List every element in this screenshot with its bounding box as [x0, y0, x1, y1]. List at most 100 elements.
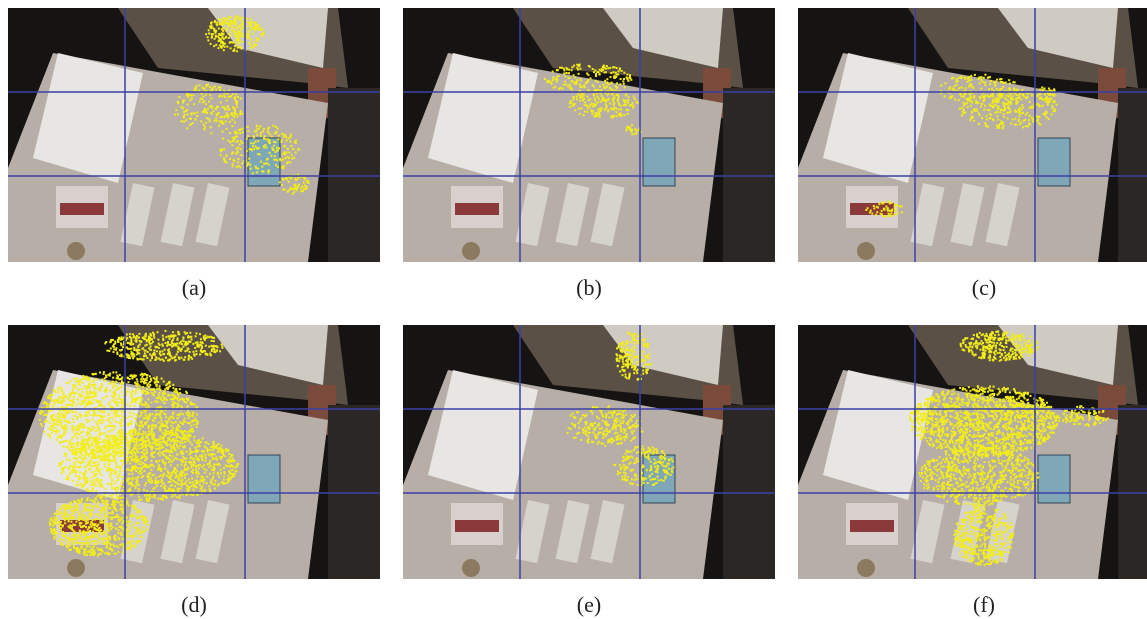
gaze-point [226, 112, 228, 114]
gaze-point [141, 433, 143, 435]
gaze-point [170, 464, 172, 466]
gaze-point [179, 484, 181, 486]
gaze-point [177, 476, 179, 478]
gaze-point [963, 96, 965, 98]
gaze-point [92, 380, 94, 382]
gaze-point [288, 137, 290, 139]
gaze-point [228, 37, 230, 39]
gaze-point [209, 94, 211, 96]
gaze-point [97, 456, 99, 458]
gaze-point [139, 448, 141, 450]
gaze-point [186, 405, 188, 407]
gaze-point [175, 335, 177, 337]
gaze-point [136, 437, 138, 439]
gaze-point [80, 547, 82, 549]
gaze-point [156, 401, 158, 403]
gaze-point [120, 485, 122, 487]
gaze-point [216, 114, 218, 116]
gaze-point [126, 354, 128, 356]
gaze-point [223, 20, 225, 22]
gaze-point [596, 113, 598, 115]
gaze-point [97, 479, 99, 481]
gaze-point [163, 353, 165, 355]
gaze-point [153, 389, 155, 391]
gaze-point [183, 99, 185, 101]
gaze-point [142, 337, 144, 339]
gaze-point [607, 67, 609, 69]
gaze-point [195, 420, 197, 422]
gaze-point [252, 145, 254, 147]
gaze-point [120, 386, 122, 388]
gaze-point [274, 155, 276, 157]
gaze-point [219, 23, 221, 25]
gaze-point [117, 445, 119, 447]
gaze-point [142, 475, 144, 477]
gaze-point [1043, 99, 1045, 101]
gaze-point [78, 537, 80, 539]
gaze-point [88, 410, 90, 412]
gaze-point [85, 470, 87, 472]
gaze-point [70, 465, 72, 467]
gaze-point [222, 138, 224, 140]
gaze-point [187, 440, 189, 442]
gaze-point [213, 469, 215, 471]
gaze-point [135, 422, 137, 424]
gaze-point [225, 37, 227, 39]
gaze-point [96, 461, 98, 463]
gaze-point [179, 495, 181, 497]
gaze-point [881, 213, 883, 215]
gaze-point [254, 45, 256, 47]
gaze-point [119, 455, 121, 457]
gaze-point [1022, 107, 1024, 109]
gaze-point [181, 450, 183, 452]
gaze-point [216, 459, 218, 461]
gaze-point [118, 435, 120, 437]
gaze-point [139, 358, 141, 360]
gaze-point [227, 475, 229, 477]
gaze-point [160, 420, 162, 422]
gaze-point [67, 421, 69, 423]
gaze-point [1008, 100, 1010, 102]
gaze-point [95, 490, 97, 492]
gaze-point [119, 422, 121, 424]
gaze-point [183, 399, 185, 401]
gaze-point [177, 464, 179, 466]
gaze-point [150, 380, 152, 382]
gaze-point [69, 449, 71, 451]
gaze-point [158, 422, 160, 424]
gaze-point [201, 98, 203, 100]
gaze-point [168, 351, 170, 353]
gaze-point [128, 490, 130, 492]
gaze-point [188, 430, 190, 432]
gaze-point [625, 102, 627, 104]
gaze-point [190, 94, 192, 96]
gaze-point [58, 424, 60, 426]
gaze-point [150, 478, 152, 480]
gaze-point [618, 70, 620, 72]
gaze-point [623, 72, 625, 74]
gaze-point [247, 126, 249, 128]
gaze-point [197, 483, 199, 485]
gaze-point [196, 426, 198, 428]
gaze-point [991, 105, 993, 107]
gaze-point [78, 389, 80, 391]
gaze-point [103, 411, 105, 413]
gaze-point [269, 133, 271, 135]
gaze-point [104, 515, 106, 517]
gaze-point [104, 460, 106, 462]
gaze-point [236, 103, 238, 105]
gaze-point [867, 207, 869, 209]
gaze-point [246, 150, 248, 152]
gaze-point [83, 375, 85, 377]
gaze-point [180, 464, 182, 466]
gaze-point [174, 114, 176, 116]
gaze-point [234, 131, 236, 133]
gaze-point [614, 95, 616, 97]
gaze-point [152, 353, 154, 355]
gaze-point [595, 73, 597, 75]
gaze-point [63, 467, 65, 469]
gaze-point [606, 65, 608, 67]
gaze-point [610, 72, 612, 74]
gaze-point [165, 357, 167, 359]
gaze-point [241, 163, 243, 165]
